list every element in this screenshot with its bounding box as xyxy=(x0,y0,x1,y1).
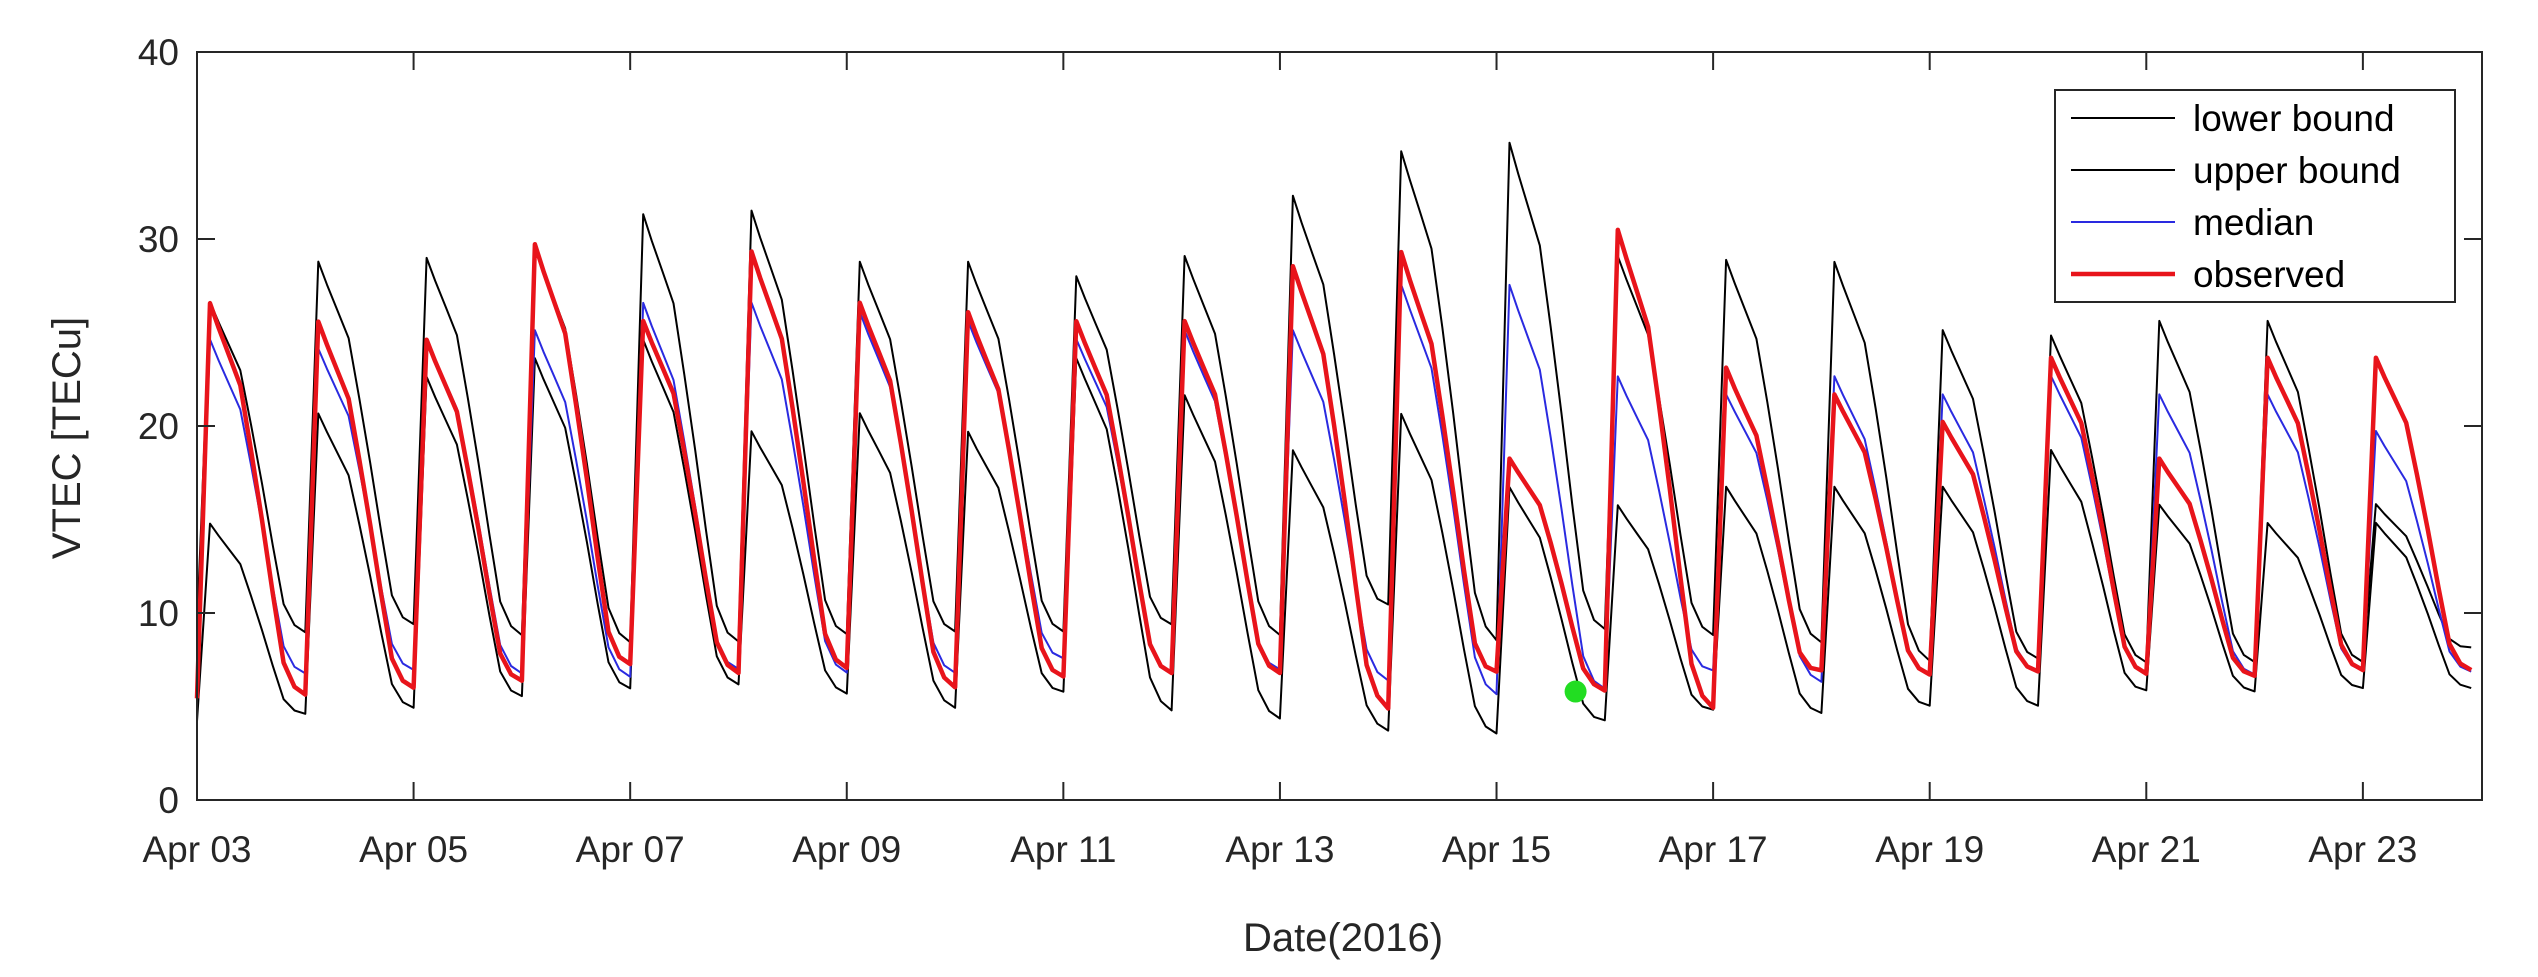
x-tick-label: Apr 13 xyxy=(1225,829,1334,870)
y-axis-title: VTEC [TECu] xyxy=(45,317,89,559)
x-tick-label: Apr 17 xyxy=(1659,829,1768,870)
legend-label-observed: observed xyxy=(2193,254,2345,295)
series-line-lower-bound xyxy=(196,338,2472,735)
y-axis-ticks: 0 10 20 30 40 xyxy=(138,32,2482,821)
x-axis-ticks: Apr 03 Apr 05 Apr 07 Apr 09 Apr 11 Apr 13 Apr … xyxy=(142,52,2417,870)
series-layer xyxy=(194,141,2473,735)
x-tick-label: Apr 09 xyxy=(792,829,901,870)
series-line-observed xyxy=(194,227,2473,711)
y-tick-label: 20 xyxy=(138,406,179,447)
y-tick-label: 10 xyxy=(138,593,179,634)
legend: lower bound upper bound median observed xyxy=(2054,89,2456,303)
y-tick-label: 30 xyxy=(138,219,179,260)
x-tick-label: Apr 19 xyxy=(1875,829,1984,870)
x-tick-label: Apr 07 xyxy=(576,829,685,870)
x-tick-label: Apr 03 xyxy=(142,829,251,870)
x-axis-title: Date(2016) xyxy=(1243,916,1443,960)
y-tick-label: 40 xyxy=(138,32,179,73)
legend-label-lower-bound: lower bound xyxy=(2193,98,2395,139)
x-tick-label: Apr 23 xyxy=(2308,829,2417,870)
x-tick-label: Apr 21 xyxy=(2092,829,2201,870)
legend-label-upper-bound: upper bound xyxy=(2193,150,2401,191)
marker-event-point xyxy=(1564,680,1587,703)
legend-label-median: median xyxy=(2193,202,2314,243)
x-tick-label: Apr 11 xyxy=(1010,829,1116,870)
y-tick-label: 0 xyxy=(158,780,179,821)
x-tick-label: Apr 05 xyxy=(359,829,468,870)
x-tick-label: Apr 15 xyxy=(1442,829,1551,870)
legend-box xyxy=(2054,89,2456,303)
